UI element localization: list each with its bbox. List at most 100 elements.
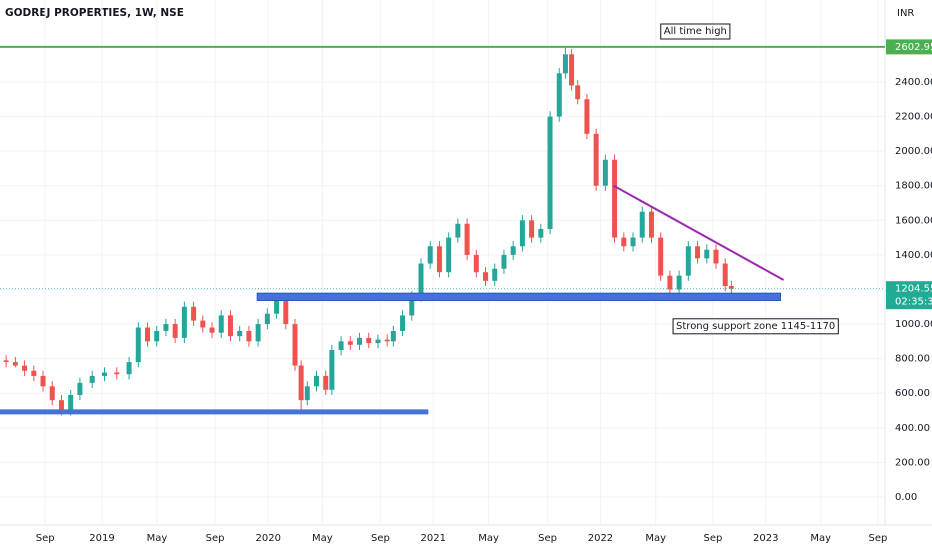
x-tick-label: Sep — [371, 533, 390, 544]
candle-body — [464, 223, 470, 255]
candle-body — [667, 275, 673, 290]
candle-body — [722, 263, 728, 287]
candle-body — [713, 249, 719, 264]
candle-body — [390, 330, 396, 342]
candle-body — [538, 228, 544, 238]
y-tick-label: 800.00 — [895, 354, 930, 365]
y-tick-label: 600.00 — [895, 388, 930, 399]
y-tick-label: 0.00 — [895, 492, 917, 503]
candle-body — [584, 99, 590, 134]
candle-body — [384, 339, 390, 342]
candle-body — [648, 211, 654, 238]
candle-body — [181, 306, 187, 338]
price-tag: 02:35:31 — [895, 297, 932, 308]
candle-body — [704, 249, 710, 259]
candle-body — [612, 159, 618, 238]
x-tick-label: May — [312, 533, 333, 544]
candle-body — [418, 263, 424, 297]
candle-body — [685, 246, 691, 276]
y-tick-label: 1400.00 — [895, 250, 932, 261]
chart-title: GODREJ PROPERTIES, 1W, NSE — [5, 7, 184, 19]
candle-body — [145, 327, 150, 342]
candle-body — [135, 327, 141, 363]
x-tick-label: May — [810, 533, 831, 544]
y-tick-label: 1600.00 — [895, 215, 932, 226]
candle-body — [31, 370, 37, 376]
candle-body — [501, 254, 507, 269]
candle-body — [519, 220, 525, 247]
price-tag: 1204.55 — [895, 284, 932, 295]
candle-body — [237, 330, 243, 337]
candle-body — [22, 365, 28, 371]
price-tag-box — [886, 281, 932, 297]
candle-body — [264, 313, 270, 325]
price-tag-box — [886, 294, 932, 310]
candle-body — [58, 400, 64, 411]
candle-body — [191, 306, 197, 321]
support-zone-label-box — [672, 318, 839, 335]
candle-body — [274, 298, 280, 314]
candle-body — [12, 362, 18, 366]
x-tick-label: May — [645, 533, 666, 544]
candle-body — [246, 330, 252, 342]
x-tick-label: Sep — [538, 533, 557, 544]
candle-body — [154, 330, 160, 342]
candle-body — [473, 254, 479, 273]
y-tick-label: 1000.00 — [895, 319, 932, 330]
candle-body — [695, 246, 701, 259]
candle-body — [427, 246, 433, 264]
candle-body — [575, 85, 581, 100]
all-time-high-label: All time high — [664, 26, 727, 37]
candle-body — [436, 246, 442, 273]
x-tick-label: 2022 — [588, 533, 613, 544]
candle-body — [676, 275, 682, 290]
x-tick-label: Sep — [36, 533, 55, 544]
candle-body — [68, 394, 74, 411]
candle-body — [529, 220, 535, 238]
price-tag-box — [886, 39, 932, 55]
y-tick-label: 2400.00 — [895, 77, 932, 88]
candle-body — [510, 246, 516, 255]
candle-body — [366, 337, 372, 344]
trendline — [613, 184, 785, 281]
candle-body — [455, 223, 461, 238]
y-tick-label: 2200.00 — [895, 112, 932, 123]
all-time-high-label-box — [660, 23, 731, 40]
candle-body — [114, 372, 120, 375]
candle-body — [492, 268, 498, 281]
candle-body — [409, 296, 415, 316]
candle-body — [89, 375, 95, 383]
candle-body — [593, 133, 599, 186]
x-tick-label: May — [147, 533, 168, 544]
candle-body — [483, 272, 489, 281]
candle-body — [314, 375, 320, 387]
x-tick-label: Sep — [703, 533, 722, 544]
candle-body — [639, 211, 645, 238]
candle-body — [562, 54, 568, 74]
candle-body — [547, 116, 553, 229]
candle-body — [569, 54, 575, 86]
candle-body — [658, 237, 664, 276]
candle-body — [304, 386, 310, 401]
candle-body — [446, 237, 452, 273]
y-tick-label: 400.00 — [895, 423, 930, 434]
candle-body — [357, 337, 363, 345]
x-tick-label: Sep — [869, 533, 888, 544]
candle-body — [49, 386, 55, 401]
x-tick-label: May — [478, 533, 499, 544]
candle-body — [255, 324, 261, 342]
candle-body — [218, 315, 224, 333]
x-tick-label: 2023 — [753, 533, 778, 544]
price-tag: 2602.95 — [895, 42, 932, 53]
candle-body — [375, 339, 381, 344]
y-tick-label: 200.00 — [895, 457, 930, 468]
candle-body — [602, 159, 608, 186]
candle-body — [200, 320, 206, 328]
candle-body — [283, 298, 289, 325]
candle-body — [400, 315, 406, 331]
candle-body — [347, 341, 353, 345]
x-tick-label: Sep — [206, 533, 225, 544]
candle-body — [101, 372, 107, 376]
support-zone-label: Strong support zone 1145-1170 — [676, 321, 835, 332]
